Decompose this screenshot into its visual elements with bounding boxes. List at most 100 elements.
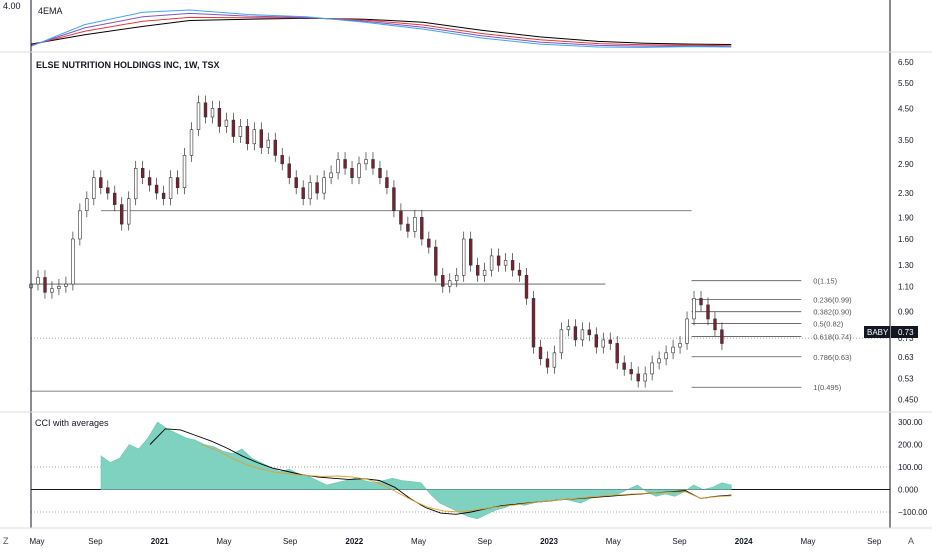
candle-body	[406, 223, 410, 232]
candle-body	[420, 217, 424, 240]
candle-body	[78, 210, 82, 240]
price-axis-tick-label: 3.50	[898, 136, 914, 145]
fib-level-label: 0.786(0.63)	[813, 353, 852, 362]
candle-body	[385, 177, 389, 189]
candle-body	[315, 182, 319, 194]
time-axis-tick-label: May	[800, 537, 815, 546]
candle-body	[336, 159, 340, 174]
fib-level-label: 0.236(0.99)	[813, 296, 852, 305]
candle-body	[294, 177, 298, 189]
candle-body	[196, 102, 201, 131]
candle-body	[259, 129, 263, 148]
candle-body	[210, 108, 215, 118]
candle-body	[329, 172, 333, 178]
candle-body	[99, 177, 103, 189]
price-pane-title: ELSE NUTRITION HOLDINGS INC, 1W, TSX	[36, 60, 220, 70]
time-axis-tick-label: Sep	[283, 537, 298, 546]
cci-axis-tick-label: 0.000	[898, 486, 919, 495]
candle-body	[636, 373, 640, 382]
time-axis-tick-label: Sep	[478, 537, 493, 546]
candle-body	[559, 329, 564, 354]
symbol-label: BABY	[867, 328, 889, 337]
candle-body	[475, 264, 480, 276]
ema-series-line	[30, 17, 732, 45]
candle-body	[64, 283, 68, 287]
current-price-tag: BABY 0.73	[864, 326, 918, 338]
candle-body	[50, 288, 54, 293]
candle-body	[545, 358, 550, 368]
candle-body	[36, 277, 40, 285]
candle-body	[287, 163, 291, 178]
candle-body	[273, 139, 277, 156]
candle-body	[510, 260, 515, 271]
candle-body	[378, 168, 382, 179]
price-axis-tick-label: 0.90	[898, 308, 914, 317]
candle-body	[322, 177, 326, 194]
candle-body	[713, 318, 717, 331]
candle-body	[141, 168, 145, 179]
candle-body	[106, 187, 110, 194]
price-axis-tick-label: 1.60	[898, 235, 914, 244]
cci-pane-title: CCI with averages	[35, 418, 109, 428]
log-scale-toggle-button[interactable]: Z	[3, 536, 9, 546]
fib-level-label: 0.382(0.90)	[813, 308, 852, 317]
candle-body	[413, 217, 417, 232]
candle-body	[538, 346, 543, 360]
current-price-box	[891, 326, 918, 338]
candle-body	[231, 119, 236, 137]
time-axis-tick-label: May	[606, 537, 621, 546]
candle-body	[120, 204, 124, 225]
candle-body	[217, 108, 222, 127]
candle-body	[71, 238, 75, 285]
candle-body	[671, 346, 675, 354]
time-axis-tick-label: Sep	[88, 537, 103, 546]
auto-scale-toggle-button[interactable]: A	[908, 536, 914, 546]
candle-body	[454, 274, 459, 281]
cci-axis-tick-label: 100.00	[898, 463, 923, 472]
time-axis-tick-label: May	[29, 537, 44, 546]
candle-body	[434, 246, 438, 276]
candle-body	[154, 184, 159, 194]
price-axis-tick-label: 2.90	[898, 160, 914, 169]
candle-body	[357, 163, 361, 178]
ema-series-line	[30, 16, 732, 47]
candle-body	[364, 159, 368, 165]
time-axis-tick-label: 2024	[735, 537, 753, 546]
candle-body	[301, 187, 305, 199]
candle-body	[147, 177, 152, 186]
cci-axis-tick-label: −100.00	[898, 508, 928, 517]
price-axis-tick-label: 1.10	[898, 282, 914, 291]
price-axis-tick-label: 6.50	[898, 58, 914, 67]
price-axis-tick-label: 0.63	[898, 353, 914, 362]
candle-body	[427, 238, 431, 248]
price-axis-tick-label: 1.90	[898, 213, 914, 222]
ema-pane-title: 4EMA	[38, 6, 63, 16]
time-axis-tick-label: 2022	[345, 537, 363, 546]
candle-body	[573, 326, 578, 341]
candle-body	[601, 339, 606, 348]
candle-body	[706, 304, 710, 320]
candle-body	[650, 362, 654, 375]
candle-body	[531, 298, 536, 348]
cci-area	[100, 421, 732, 520]
price-axis-tick-label: 0.53	[898, 375, 914, 384]
candle-body	[447, 280, 452, 287]
candle-body	[238, 126, 243, 137]
candle-body	[517, 269, 522, 276]
fib-level-label: 0.5(0.82)	[813, 320, 844, 329]
candle-body	[252, 129, 256, 145]
candle-body	[496, 255, 501, 266]
candle-body	[350, 168, 354, 179]
candle-body	[503, 260, 508, 266]
candle-body	[245, 126, 250, 145]
price-axis-tick-label: 4.50	[898, 104, 914, 113]
candle-body	[608, 339, 613, 344]
fib-level-label: 1(0.495)	[813, 383, 841, 392]
time-axis-tick-label: May	[411, 537, 426, 546]
candle-body	[441, 274, 445, 287]
candle-body	[392, 187, 396, 211]
candle-body	[587, 329, 592, 336]
candle-body	[685, 318, 689, 344]
candle-body	[468, 238, 473, 266]
